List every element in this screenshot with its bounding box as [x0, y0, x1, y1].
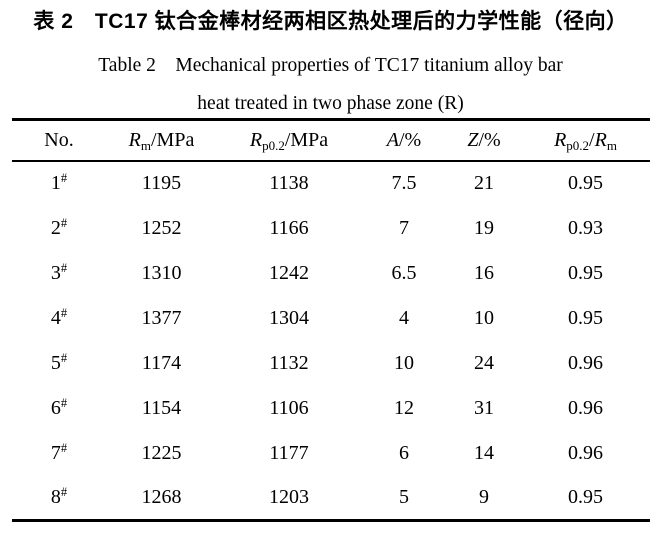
cell-elongation: 7	[399, 216, 409, 239]
cell-yield-ratio: 0.95	[568, 485, 603, 508]
cell-elongation: 12	[394, 396, 414, 419]
cell-yield-ratio: 0.96	[568, 396, 603, 419]
table-row: 2# 1252 1166 7 19 0.93	[12, 206, 650, 251]
cell-rm: 1225	[141, 441, 182, 464]
cell-rp02: 1304	[269, 306, 309, 329]
cell-no: 1#	[50, 171, 68, 194]
cell-no: 8#	[50, 484, 68, 508]
cell-reduction: 9	[479, 485, 489, 508]
cell-no: 5#	[50, 350, 68, 374]
cell-rp02: 1138	[269, 172, 309, 194]
cell-yield-ratio: 0.96	[568, 441, 603, 464]
cell-rm: 1252	[141, 216, 182, 239]
hash-superscript: #	[60, 215, 68, 230]
cell-reduction: 21	[474, 172, 494, 194]
cell-reduction: 31	[474, 396, 494, 419]
table-row: 1# 1195 1138 7.5 21 0.95	[12, 161, 650, 206]
cell-rm: 1174	[141, 351, 182, 374]
column-header-rm: Rm/MPa	[106, 119, 217, 162]
table-row: 4# 1377 1304 4 10 0.95	[12, 296, 650, 341]
hash-superscript: #	[60, 305, 68, 320]
cell-rp02: 1177	[269, 441, 309, 464]
hash-superscript: #	[60, 484, 68, 499]
column-header-reduction: Z/%	[446, 119, 522, 162]
cell-rm: 1377	[141, 306, 182, 329]
table-row: 6# 1154 1106 12 31 0.96	[12, 386, 650, 431]
cell-yield-ratio: 0.95	[568, 261, 603, 284]
cell-elongation: 6.5	[391, 261, 417, 284]
cell-yield-ratio: 0.95	[568, 306, 603, 329]
cell-reduction: 19	[474, 216, 494, 239]
cell-no: 7#	[50, 440, 68, 464]
hash-superscript: #	[60, 260, 68, 275]
column-header-rp02: Rp0.2/MPa	[216, 119, 362, 162]
table-row: 5# 1174 1132 10 24 0.96	[12, 341, 650, 386]
table-body: 1# 1195 1138 7.5 21 0.95 2# 1252 1166 7 …	[12, 161, 650, 521]
column-header-yield-ratio: Rp0.2/Rm	[521, 119, 650, 162]
table-row: 8# 1268 1203 5 9 0.95	[12, 476, 650, 521]
cell-rm: 1268	[141, 485, 182, 508]
cell-elongation: 10	[394, 351, 414, 374]
cell-elongation: 5	[399, 485, 409, 508]
cell-rp02: 1242	[269, 261, 309, 284]
table-row: 3# 1310 1242 6.5 16 0.95	[12, 251, 650, 296]
cell-no: 3#	[50, 260, 68, 284]
table-caption-en-line2: heat treated in two phase zone (R)	[197, 93, 464, 114]
cell-reduction: 24	[474, 351, 494, 374]
cell-rm: 1195	[141, 172, 182, 194]
cell-yield-ratio: 0.95	[568, 172, 603, 194]
cell-elongation: 4	[399, 306, 409, 329]
hash-superscript: #	[60, 171, 68, 185]
table-row: 7# 1225 1177 6 14 0.96	[12, 431, 650, 476]
cell-reduction: 14	[474, 441, 494, 464]
hash-superscript: #	[60, 395, 68, 410]
cell-elongation: 7.5	[391, 172, 417, 194]
cell-rp02: 1106	[269, 396, 309, 419]
cell-yield-ratio: 0.93	[568, 216, 603, 239]
table-caption-en-line1: Table 2 Mechanical properties of TC17 ti…	[98, 55, 563, 76]
column-header-elongation: A/%	[361, 119, 447, 162]
cell-no: 2#	[50, 215, 68, 239]
cell-elongation: 6	[399, 441, 409, 464]
table-header: No. Rm/MPa Rp0.2/MPa A/% Z/% Rp0.2/Rm	[11, 119, 650, 162]
cell-reduction: 16	[474, 261, 494, 284]
hash-superscript: #	[60, 440, 68, 455]
hash-superscript: #	[60, 350, 68, 365]
cell-rm: 1310	[141, 261, 182, 284]
cell-yield-ratio: 0.96	[568, 351, 603, 374]
cell-rp02: 1203	[269, 485, 309, 508]
mechanical-properties-table: No. Rm/MPa Rp0.2/MPa A/% Z/% Rp0.2/Rm 1#…	[11, 118, 650, 522]
cell-rp02: 1132	[269, 351, 309, 374]
paper-page: 表 2 TC17 钛合金棒材经两相区热处理后的力学性能（径向） Table 2 …	[11, 10, 650, 522]
cell-no: 4#	[50, 305, 68, 329]
cell-rm: 1154	[141, 396, 182, 419]
cell-rp02: 1166	[269, 216, 309, 239]
column-header-no: No.	[11, 119, 107, 162]
table-header-row: No. Rm/MPa Rp0.2/MPa A/% Z/% Rp0.2/Rm	[11, 119, 650, 162]
table-caption-zh: 表 2 TC17 钛合金棒材经两相区热处理后的力学性能（径向）	[33, 10, 628, 33]
cell-no: 6#	[50, 395, 68, 419]
cell-reduction: 10	[474, 306, 494, 329]
